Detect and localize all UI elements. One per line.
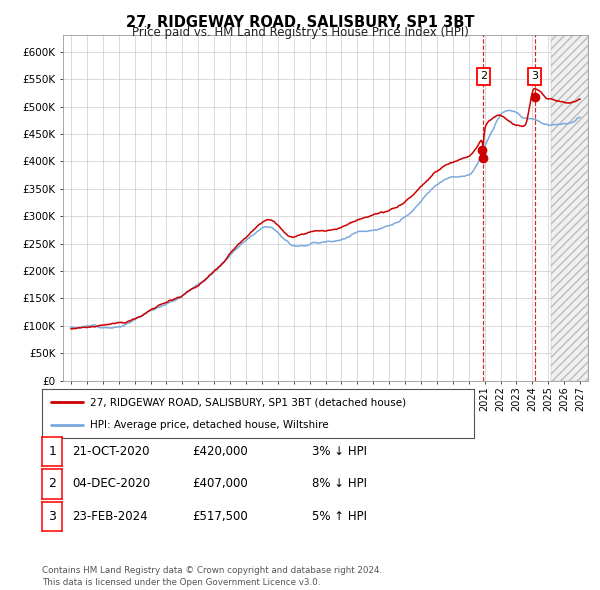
Bar	[551, 35, 588, 381]
Text: 8% ↓ HPI: 8% ↓ HPI	[312, 477, 367, 490]
Text: Contains HM Land Registry data © Crown copyright and database right 2024.
This d: Contains HM Land Registry data © Crown c…	[42, 566, 382, 587]
Text: 27, RIDGEWAY ROAD, SALISBURY, SP1 3BT: 27, RIDGEWAY ROAD, SALISBURY, SP1 3BT	[126, 15, 474, 30]
Text: HPI: Average price, detached house, Wiltshire: HPI: Average price, detached house, Wilt…	[89, 419, 328, 430]
Text: 27, RIDGEWAY ROAD, SALISBURY, SP1 3BT (detached house): 27, RIDGEWAY ROAD, SALISBURY, SP1 3BT (d…	[89, 398, 406, 408]
Text: 23-FEB-2024: 23-FEB-2024	[72, 510, 148, 523]
Text: 2: 2	[48, 477, 56, 490]
Text: 5% ↑ HPI: 5% ↑ HPI	[312, 510, 367, 523]
Text: £407,000: £407,000	[192, 477, 248, 490]
Text: 3: 3	[531, 71, 538, 81]
Text: 2: 2	[480, 71, 487, 81]
Text: 04-DEC-2020: 04-DEC-2020	[72, 477, 150, 490]
Text: £517,500: £517,500	[192, 510, 248, 523]
Text: 21-OCT-2020: 21-OCT-2020	[72, 445, 149, 458]
Text: 1: 1	[48, 445, 56, 458]
Text: 3% ↓ HPI: 3% ↓ HPI	[312, 445, 367, 458]
Text: Price paid vs. HM Land Registry's House Price Index (HPI): Price paid vs. HM Land Registry's House …	[131, 26, 469, 39]
Text: £420,000: £420,000	[192, 445, 248, 458]
Text: 3: 3	[48, 510, 56, 523]
